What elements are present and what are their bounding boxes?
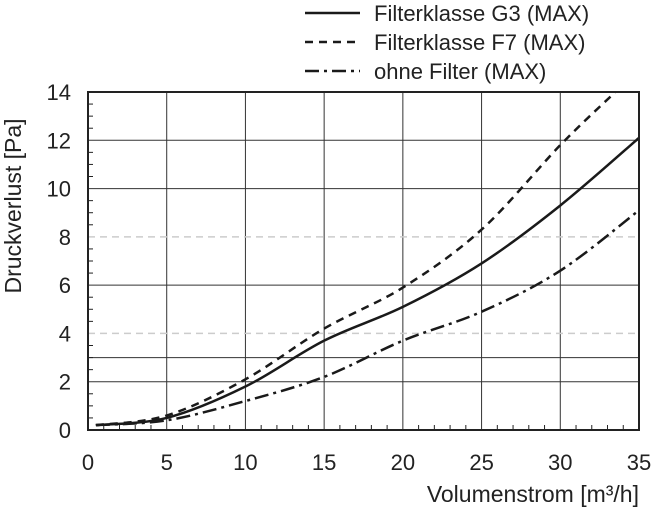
y-tick-label: 14: [47, 80, 71, 105]
y-axis-title: Druckverlust [Pa]: [0, 118, 26, 293]
grid-layer: [88, 92, 639, 430]
x-tick-label: 20: [391, 450, 415, 475]
x-tick-label: 35: [627, 450, 651, 475]
y-tick-label: 6: [59, 273, 71, 298]
x-tick-label: 10: [233, 450, 257, 475]
x-tick-label: 25: [469, 450, 493, 475]
y-tick-label: 10: [47, 177, 71, 202]
series-line-1: [95, 136, 640, 427]
x-axis-title: Volumenstrom [m³/h]: [427, 481, 639, 507]
y-tick-label: 4: [59, 321, 71, 346]
x-tick-label: 5: [161, 450, 173, 475]
series-line-2: [95, 91, 617, 427]
plot-frame: [87, 91, 640, 431]
legend-label-3: ohne Filter (MAX): [374, 59, 546, 84]
series-line-3: [95, 209, 640, 427]
legend-label-1: Filterklasse G3 (MAX): [374, 1, 589, 26]
y-tick-label: 12: [47, 128, 71, 153]
minor-ticks: [88, 103, 624, 430]
y-tick-label: 8: [59, 225, 71, 250]
legend-label-2: Filterklasse F7 (MAX): [374, 30, 585, 55]
y-tick-label: 2: [59, 370, 71, 395]
legend: Filterklasse G3 (MAX) Filterklasse F7 (MA…: [305, 1, 589, 84]
tick-labels: 0 5 10 15 20 25 30 35 0 2 4 6 8 10 12 14: [47, 80, 652, 475]
y-tick-label: 0: [59, 418, 71, 443]
series-layer: [95, 91, 640, 427]
x-tick-label: 15: [312, 450, 336, 475]
x-tick-label: 30: [548, 450, 572, 475]
x-tick-label: 0: [82, 450, 94, 475]
